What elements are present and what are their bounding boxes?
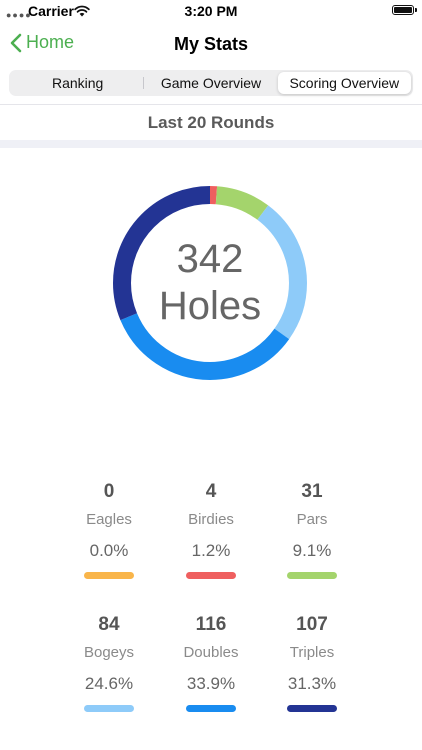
stat-count: 84 — [98, 614, 120, 635]
wifi-icon — [74, 4, 90, 22]
stat-birdies: 4 Birdies 1.2% — [151, 480, 271, 579]
section-title: Last 20 Rounds — [147, 113, 275, 132]
scoring-donut-chart — [113, 186, 307, 380]
donut-slice-triples — [113, 186, 307, 380]
stat-percent: 1.2% — [191, 541, 231, 560]
tab-game-overview[interactable]: Game Overview — [160, 75, 262, 91]
stat-color-bar — [84, 572, 134, 579]
stat-percent: 24.6% — [84, 674, 134, 693]
stat-eagles: 0 Eagles 0.0% — [49, 480, 169, 579]
stat-label: Pars — [296, 511, 328, 528]
signal-dots-icon: ●●●● — [6, 10, 32, 20]
stat-color-bar — [186, 572, 236, 579]
page-title: My Stats — [173, 34, 249, 54]
navigation-bar: Home My Stats — [0, 22, 422, 66]
stat-bogeys: 84 Bogeys 24.6% — [49, 613, 169, 712]
total-holes-count: 342 — [176, 237, 244, 281]
battery-icon — [392, 5, 417, 15]
stat-label: Birdies — [188, 511, 234, 528]
stat-color-bar — [287, 705, 337, 712]
divider — [0, 104, 422, 105]
stat-label: Bogeys — [83, 644, 135, 661]
stat-color-bar — [287, 572, 337, 579]
stat-label: Triples — [289, 644, 335, 661]
donut-slice-doubles — [113, 186, 307, 380]
stat-percent: 0.0% — [89, 541, 129, 560]
segmented-control: Ranking Game Overview Scoring Overview — [9, 70, 413, 96]
stat-triples: 107 Triples 31.3% — [252, 613, 372, 712]
stat-label: Doubles — [183, 644, 239, 661]
clock-time: 3:20 PM — [184, 3, 238, 19]
donut-slice-bogeys — [113, 186, 307, 380]
stat-percent: 33.9% — [186, 674, 236, 693]
stat-label: Eagles — [86, 511, 132, 528]
stat-doubles: 116 Doubles 33.9% — [151, 613, 271, 712]
stat-count: 0 — [103, 481, 115, 502]
stat-count: 31 — [301, 481, 323, 502]
stat-percent: 9.1% — [292, 541, 332, 560]
total-holes-label: Holes — [158, 284, 262, 328]
stat-count: 107 — [296, 614, 328, 635]
back-label: Home — [26, 32, 75, 52]
tab-scoring-overview[interactable]: Scoring Overview — [277, 72, 411, 94]
chevron-left-icon — [10, 33, 22, 52]
tab-ranking[interactable]: Ranking — [11, 72, 145, 94]
stat-count: 4 — [205, 481, 217, 502]
stat-pars: 31 Pars 9.1% — [252, 480, 372, 579]
back-button[interactable]: Home — [10, 32, 74, 53]
stat-percent: 31.3% — [287, 674, 337, 693]
status-bar: ●●●● Carrier 3:20 PM — [0, 0, 422, 22]
stat-color-bar — [84, 705, 134, 712]
stat-color-bar — [186, 705, 236, 712]
donut-center: 342 Holes — [110, 183, 310, 383]
stat-count: 116 — [195, 614, 227, 635]
carrier-label: Carrier — [28, 3, 74, 19]
section-band — [0, 140, 422, 148]
